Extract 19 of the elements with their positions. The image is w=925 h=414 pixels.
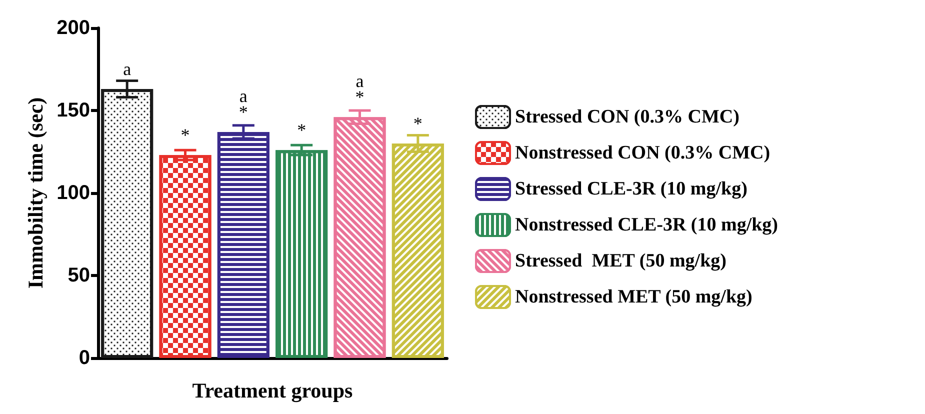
data-label: * <box>413 114 422 134</box>
y-tick-label: 200 <box>56 17 90 39</box>
x-axis-title: Treatment groups <box>192 378 353 402</box>
data-label: a <box>123 59 132 80</box>
y-tick-label: 0 <box>78 347 90 369</box>
y-tick-label: 100 <box>56 182 90 204</box>
legend-label: Stressed CON (0.3% CMC) <box>515 106 740 128</box>
data-label: a * <box>238 86 248 122</box>
legend-label: Nonstressed MET (50 mg/kg) <box>515 286 752 308</box>
legend-label: Nonstressed CON (0.3% CMC) <box>515 142 770 164</box>
y-axis-title: Immobility time (sec) <box>24 97 48 289</box>
data-label: * <box>180 125 190 146</box>
legend-label: Stressed MET (50 mg/kg) <box>515 250 726 272</box>
legend-label: Nonstressed CLE-3R (10 mg/kg) <box>515 214 778 236</box>
legend-label: Stressed CLE-3R (10 mg/kg) <box>515 178 748 200</box>
data-label: a * <box>355 71 364 108</box>
y-tick-label: 50 <box>68 264 90 286</box>
data-label: * <box>297 120 306 140</box>
y-tick-label: 150 <box>56 100 90 122</box>
